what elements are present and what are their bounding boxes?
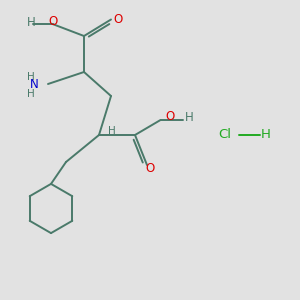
Text: H: H (27, 71, 34, 82)
Text: H: H (27, 89, 34, 100)
Text: H: H (261, 128, 270, 142)
Text: H: H (108, 125, 116, 136)
Text: N: N (30, 77, 38, 91)
Text: O: O (165, 110, 174, 124)
Text: H: H (184, 111, 193, 124)
Text: Cl: Cl (218, 128, 232, 142)
Text: O: O (113, 13, 123, 26)
Text: O: O (146, 161, 154, 175)
Text: O: O (49, 15, 58, 28)
Text: H: H (27, 16, 36, 29)
